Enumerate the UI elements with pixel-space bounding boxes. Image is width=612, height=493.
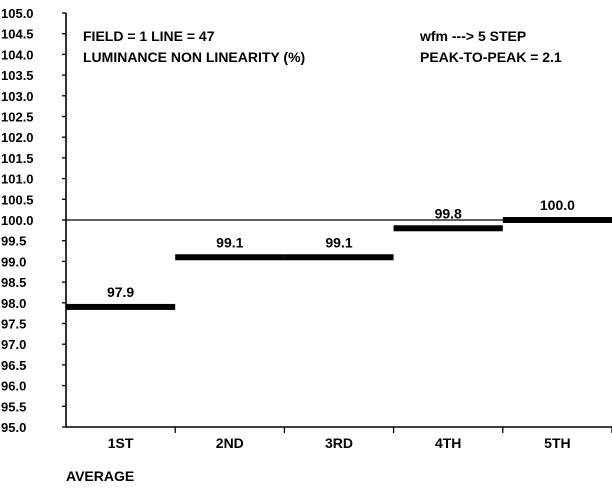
y-axis-ticks: 95.0 95.5 96.0 96.5 97.0 97.5 98.0 98.5 99.0 99.5… (1, 6, 66, 435)
level-bar (393, 225, 503, 232)
y-tick-label: 96.5 (1, 358, 26, 373)
header-field-line: FIELD = 1 LINE = 47 (83, 28, 215, 44)
value-label: 97.9 (107, 284, 134, 300)
header-peak-to-peak: PEAK-TO-PEAK = 2.1 (420, 49, 562, 65)
x-category-label: 2ND (216, 435, 244, 451)
header-measurement-title: LUMINANCE NON LINEARITY (%) (83, 49, 305, 65)
y-tick-label: 101.0 (1, 172, 34, 187)
x-axis-ticks: 1ST 2ND 3RD 4TH 5TH (108, 427, 612, 451)
footer-average-label: AVERAGE (66, 468, 134, 484)
x-category-label: 3RD (325, 435, 353, 451)
y-tick-label: 102.0 (1, 130, 34, 145)
y-tick-label: 99.5 (1, 234, 26, 249)
y-tick-label: 98.5 (1, 275, 26, 290)
value-label: 99.1 (325, 234, 352, 250)
value-label: 100.0 (540, 197, 575, 213)
y-tick-label: 100.5 (1, 192, 34, 207)
y-tick-label: 97.5 (1, 317, 26, 332)
y-tick-label: 104.5 (1, 27, 34, 42)
bars: 97.9 99.1 99.1 99.8 100.0 (66, 197, 612, 310)
value-label: 99.1 (216, 234, 243, 250)
y-tick-label: 98.0 (1, 296, 26, 311)
x-category-label: 1ST (108, 435, 134, 451)
y-tick-label: 105.0 (1, 6, 34, 21)
y-tick-label: 95.0 (1, 420, 26, 435)
x-category-label: 5TH (544, 435, 570, 451)
header-waveform: wfm ---> 5 STEP (419, 28, 526, 44)
y-tick-label: 99.0 (1, 254, 26, 269)
y-tick-label: 104.0 (1, 47, 34, 62)
level-bar (284, 254, 394, 261)
y-tick-label: 103.5 (1, 68, 34, 83)
y-tick-label: 96.0 (1, 379, 26, 394)
x-category-label: 4TH (435, 435, 461, 451)
level-bar (66, 303, 176, 310)
level-bar (502, 217, 612, 223)
value-label: 99.8 (435, 205, 462, 221)
y-tick-label: 103.0 (1, 89, 34, 104)
y-tick-label: 95.5 (1, 399, 26, 414)
y-tick-label: 101.5 (1, 151, 34, 166)
y-tick-label: 97.0 (1, 337, 26, 352)
y-tick-label: 102.5 (1, 110, 34, 125)
y-tick-label: 100.0 (1, 213, 34, 228)
level-bar (175, 254, 285, 261)
